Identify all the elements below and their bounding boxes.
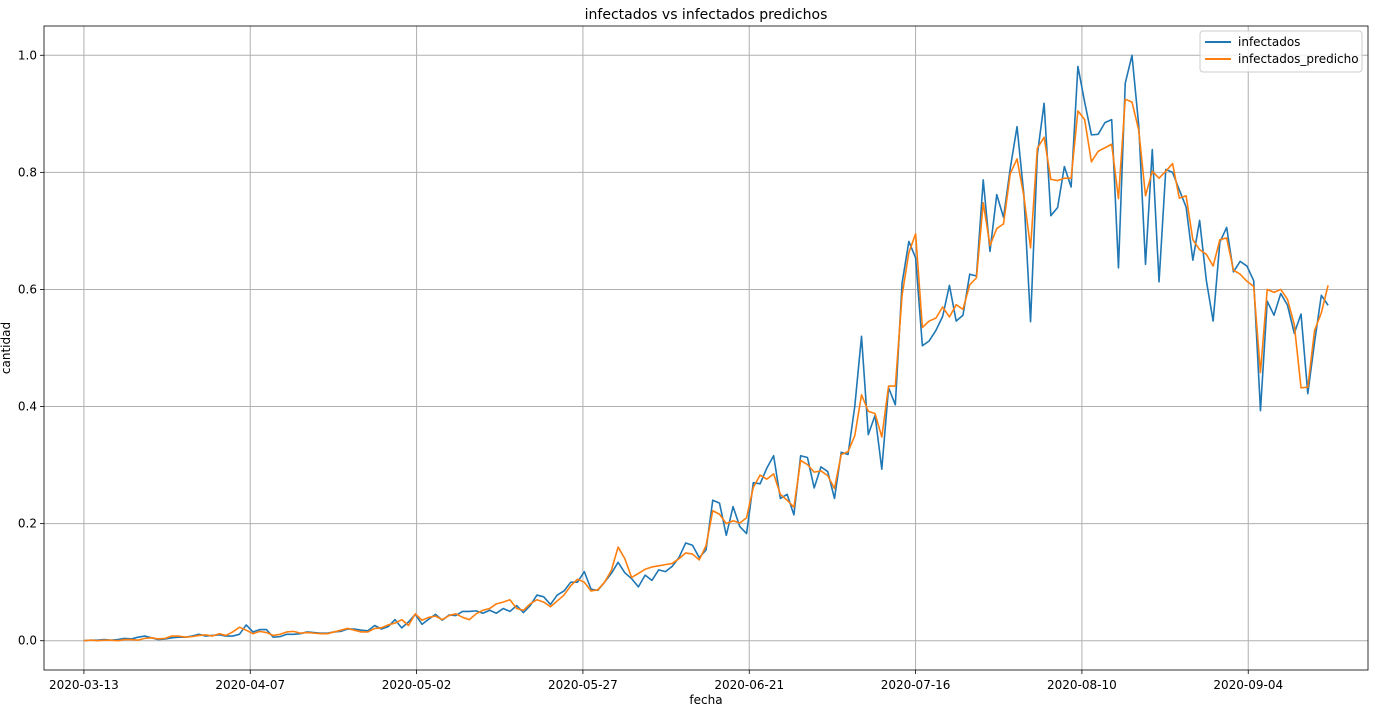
plot-frame <box>43 25 1369 671</box>
legend-box <box>1199 30 1363 73</box>
x-axis-label: fecha <box>689 693 722 707</box>
y-tick-label: 0.4 <box>18 400 37 414</box>
chart-title: infectados vs infectados predichos <box>585 7 828 23</box>
y-tick-label: 1.0 <box>18 48 37 62</box>
x-tick-label: 2020-05-02 <box>382 678 452 692</box>
series-line-infectados <box>83 54 1329 642</box>
x-tick-label: 2020-03-13 <box>49 678 119 692</box>
x-tick-label: 2020-04-07 <box>215 678 285 692</box>
y-axis-label: cantidad <box>0 322 13 374</box>
x-tick-label: 2020-05-27 <box>548 678 618 692</box>
x-axis: 2020-03-13 2020-04-07 2020-05-02 2020-05-27… <box>49 670 1283 692</box>
y-tick-label: 0.2 <box>18 517 37 531</box>
y-axis: 0.0 0.2 0.4 0.6 0.8 1.0 <box>18 48 44 648</box>
x-tick-label: 2020-08-10 <box>1047 678 1117 692</box>
legend-label-infectados-predicho: infectados_predicho <box>1238 52 1359 66</box>
series-line-infectados-predicho <box>83 98 1329 642</box>
x-tick-label: 2020-07-16 <box>881 678 951 692</box>
y-tick-label: 0.6 <box>18 282 37 296</box>
y-tick-label: 0.0 <box>18 634 37 648</box>
grid <box>44 26 1368 670</box>
legend-label-infectados: infectados <box>1238 35 1300 49</box>
x-tick-label: 2020-06-21 <box>714 678 784 692</box>
series-group <box>83 54 1329 642</box>
legend: infectados infectados_predicho <box>1199 30 1363 73</box>
y-tick-label: 0.8 <box>18 165 37 179</box>
x-tick-label: 2020-09-04 <box>1213 678 1283 692</box>
